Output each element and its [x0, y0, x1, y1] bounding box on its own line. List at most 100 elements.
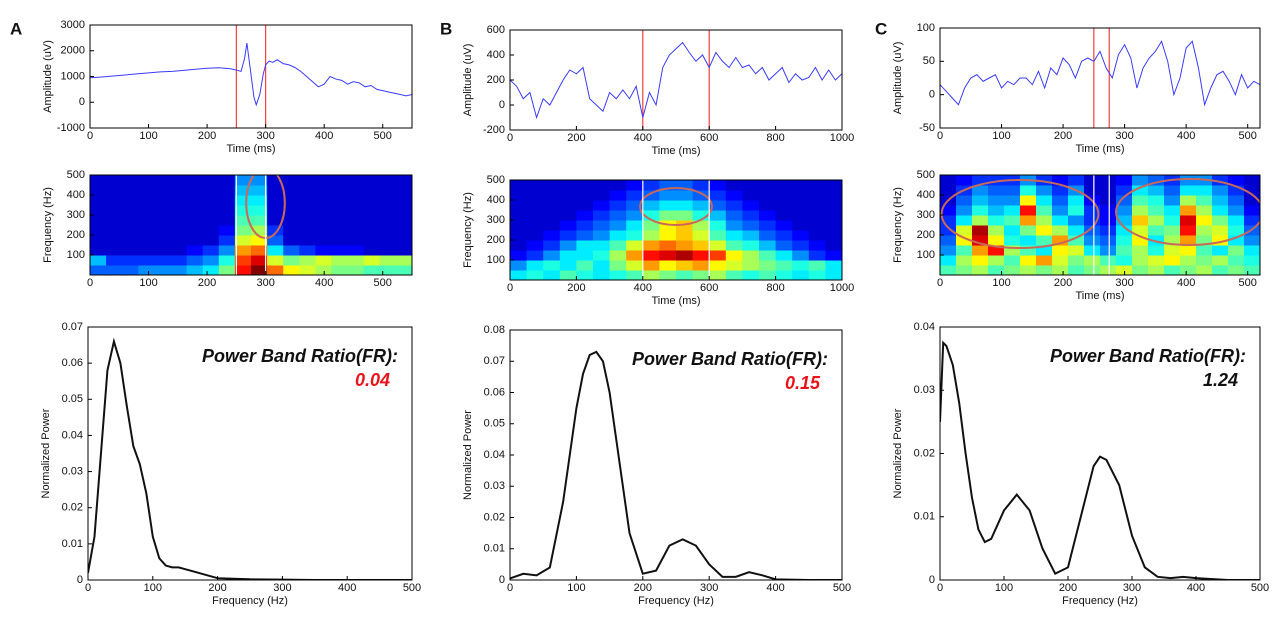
heat-cell [218, 235, 236, 246]
heat-cell [122, 215, 139, 226]
heat-cell [283, 205, 300, 216]
heat-cell [1116, 265, 1133, 275]
heat-cell [676, 260, 694, 271]
heat-cell [1244, 215, 1260, 226]
heat-cell [1132, 175, 1149, 186]
heat-cell [363, 185, 381, 196]
annotation: Power Band Ratio(FR): [632, 349, 828, 369]
heat-cell [676, 240, 694, 251]
heat-cell [218, 245, 236, 256]
heat-cell [106, 255, 123, 266]
heat-cell [1020, 255, 1037, 266]
heat-cell [106, 175, 123, 186]
x-tick-label: 100 [139, 277, 157, 289]
x-axis-label: Time (ms) [1075, 143, 1124, 155]
y-tick-label: 300 [917, 209, 935, 221]
x-tick-label: 500 [1251, 582, 1269, 594]
heat-cell [154, 265, 171, 275]
heat-cell [267, 245, 284, 256]
heat-cell [1004, 185, 1021, 196]
heat-cell [363, 215, 381, 226]
heat-cell [940, 205, 957, 216]
heat-cell [759, 250, 777, 261]
heat-cell [379, 265, 397, 275]
heat-cell [234, 255, 252, 266]
heat-cell [543, 260, 561, 271]
heat-cell [1180, 195, 1197, 206]
heat-cell [1132, 265, 1149, 275]
heat-cell [626, 260, 644, 271]
heat-cell [1052, 185, 1069, 196]
heat-cell [1148, 235, 1165, 246]
y-tick-label: 0.03 [62, 465, 83, 477]
heat-cell [725, 250, 743, 261]
heat-cell [379, 205, 397, 216]
heat-cell [792, 200, 810, 211]
y-tick-label: 0.04 [484, 449, 505, 461]
heat-cell [593, 180, 611, 191]
heat-cell [1020, 225, 1037, 236]
heat-cell [234, 225, 252, 236]
heat-cell [626, 190, 644, 201]
heat-cell [90, 205, 107, 216]
heat-cell [1132, 215, 1149, 226]
heat-cell [609, 260, 627, 271]
x-tick-label: 400 [1187, 582, 1205, 594]
x-tick-label: 0 [507, 132, 513, 144]
heat-cell [956, 195, 973, 206]
heat-cell [395, 245, 412, 256]
heat-cell [526, 210, 544, 221]
heat-cell [1180, 245, 1197, 256]
heat-cell [267, 225, 284, 236]
heat-cell [676, 180, 694, 191]
heat-cell [138, 225, 155, 236]
heat-cell [106, 245, 123, 256]
heat-cell [331, 195, 349, 206]
y-tick-label: -200 [483, 124, 505, 136]
heat-cell [1164, 195, 1181, 206]
x-tick-label: 200 [567, 132, 585, 144]
heat-cell [526, 250, 544, 261]
y-tick-label: 500 [917, 169, 935, 181]
heat-cell [742, 210, 760, 221]
heat-cell [186, 245, 204, 256]
y-axis-label: Amplitude (uV) [892, 42, 904, 115]
heat-cell [395, 185, 412, 196]
heat-cell [234, 235, 252, 246]
heat-cell [1180, 175, 1197, 186]
heat-cell [283, 185, 300, 196]
heat-cell [1244, 205, 1260, 216]
x-tick-label: 200 [198, 277, 216, 289]
heat-cell [106, 265, 123, 275]
heat-cell [1068, 215, 1085, 226]
heat-cell [186, 225, 204, 236]
heat-cell [1036, 235, 1053, 246]
ratio-value: 0.15 [785, 373, 821, 393]
y-axis-label: Amplitude (uV) [42, 40, 54, 113]
x-tick-label: 200 [1054, 277, 1072, 289]
heat-cell [138, 255, 155, 266]
y-tick-label: 400 [487, 49, 505, 61]
heat-cell [283, 175, 300, 186]
heat-cell [543, 250, 561, 261]
heat-cell [808, 180, 826, 191]
y-tick-label: 0.03 [484, 480, 505, 492]
y-tick-label: 0.01 [484, 543, 505, 555]
heat-cell [251, 185, 268, 196]
heat-cell [202, 235, 220, 246]
heat-cell [1196, 265, 1213, 275]
heat-cell [267, 175, 284, 186]
heat-cell [1228, 225, 1245, 236]
heat-cell [1020, 265, 1037, 275]
heat-cell [1228, 265, 1245, 275]
heat-cell [626, 180, 644, 191]
y-tick-label: 200 [917, 229, 935, 241]
heat-cell [972, 255, 989, 266]
x-tick-label: 0 [507, 582, 513, 594]
heat-cell [972, 205, 989, 216]
heat-cell [692, 250, 710, 261]
heat-cell [609, 250, 627, 261]
heat-cell [251, 255, 268, 266]
x-tick-label: 100 [992, 277, 1010, 289]
heat-cell [576, 180, 594, 191]
